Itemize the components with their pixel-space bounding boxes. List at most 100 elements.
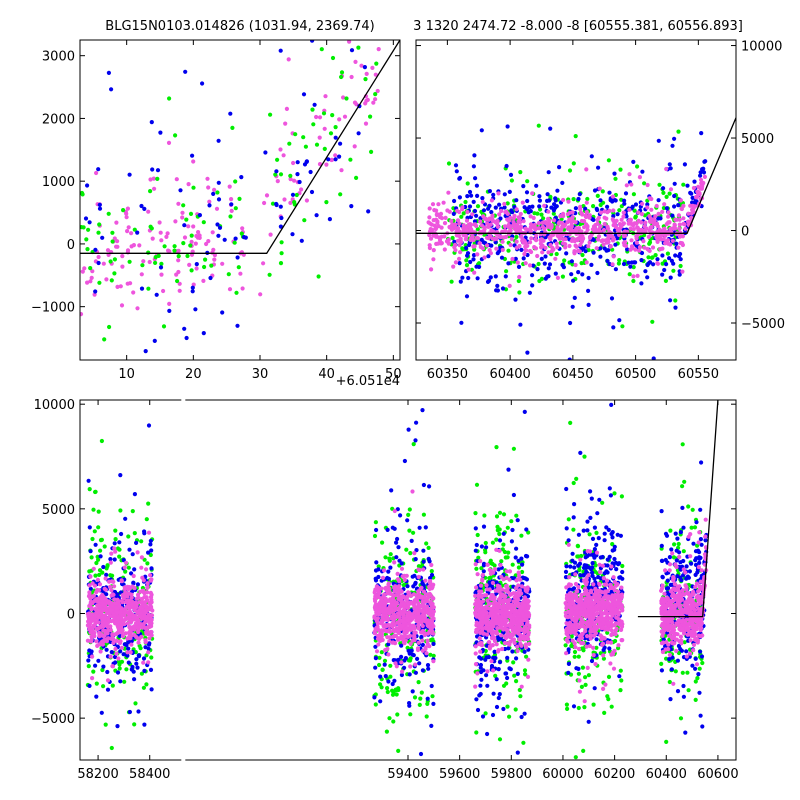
data-point-green [185, 253, 190, 259]
data-point-blue [502, 192, 507, 197]
data-point-pink [528, 214, 533, 219]
data-point-pink [506, 224, 511, 229]
data-point-blue [659, 509, 664, 514]
data-point-pink [143, 617, 148, 623]
data-point-blue [513, 256, 518, 261]
data-point-blue [535, 267, 540, 272]
data-point-blue [420, 668, 425, 673]
data-point-green [505, 201, 510, 206]
data-point-blue [510, 527, 515, 533]
data-point-blue [112, 557, 117, 562]
data-point-pink [214, 206, 220, 211]
data-point-blue [118, 473, 123, 478]
data-point-green [112, 257, 117, 262]
data-point-pink [663, 233, 668, 238]
data-point-blue [471, 253, 477, 258]
data-point-pink [487, 248, 492, 253]
data-point-blue [586, 719, 591, 724]
data-point-pink [378, 638, 383, 644]
data-point-blue [402, 665, 407, 670]
data-point-blue [481, 563, 486, 568]
y-tick-label: 2000 [42, 112, 75, 127]
data-point-green [408, 656, 413, 661]
data-point-green [582, 454, 587, 459]
data-point-pink [135, 592, 141, 598]
data-point-pink [119, 303, 125, 308]
data-point-blue [139, 286, 145, 291]
data-point-pink [453, 260, 458, 265]
data-point-pink [463, 237, 468, 242]
data-point-pink [89, 275, 94, 280]
data-point-blue [399, 654, 404, 660]
data-point-pink [240, 226, 245, 231]
data-point-blue [421, 559, 426, 564]
data-point-blue [525, 554, 530, 559]
data-point-blue [130, 552, 135, 557]
data-point-blue [572, 502, 577, 507]
data-point-pink [442, 221, 448, 226]
data-point-pink [105, 678, 111, 683]
data-point-pink [591, 224, 597, 229]
data-point-blue [486, 206, 491, 211]
data-point-pink [438, 211, 444, 216]
data-point-green [518, 694, 523, 699]
data-point-blue [425, 663, 431, 668]
data-point-pink [664, 166, 669, 172]
data-point-blue [690, 663, 695, 668]
data-point-pink [652, 218, 657, 223]
data-point-green [563, 643, 568, 648]
data-point-pink [698, 177, 704, 182]
data-point-green [303, 144, 308, 149]
data-point-blue [685, 183, 690, 188]
data-point-blue [373, 665, 378, 670]
data-point-pink [507, 218, 512, 223]
data-point-green [202, 264, 207, 270]
data-point-blue [675, 536, 680, 541]
data-point-green [80, 192, 85, 197]
data-point-blue [497, 692, 502, 697]
data-point-green [130, 509, 135, 514]
data-point-blue [427, 559, 432, 564]
panel-top-right-marks [416, 117, 736, 360]
data-point-blue [117, 633, 122, 639]
data-point-pink [497, 212, 502, 217]
data-point-blue [597, 497, 602, 502]
data-point-blue [503, 274, 508, 279]
data-point-blue [426, 666, 431, 671]
data-point-pink [611, 254, 616, 259]
data-point-green [372, 533, 378, 539]
data-point-blue [614, 567, 619, 572]
data-point-green [148, 552, 153, 558]
data-point-pink [560, 221, 565, 226]
data-point-pink [536, 221, 542, 226]
data-point-green [103, 722, 108, 727]
data-point-pink [115, 239, 120, 244]
data-point-green [338, 192, 343, 197]
data-point-blue [672, 193, 677, 199]
data-point-green [404, 547, 409, 552]
data-point-green [428, 652, 433, 657]
data-point-green [236, 265, 241, 270]
data-point-blue [414, 548, 419, 553]
data-point-pink [127, 625, 133, 630]
data-point-pink [523, 241, 528, 246]
data-point-green [382, 658, 388, 663]
data-point-pink [186, 224, 191, 229]
data-point-pink [114, 619, 119, 624]
data-point-pink [535, 253, 540, 259]
data-point-blue [547, 262, 553, 267]
data-point-blue [522, 711, 527, 716]
data-point-green [497, 527, 502, 532]
data-point-green [573, 134, 578, 139]
data-point-blue [484, 545, 489, 550]
data-point-pink [542, 220, 547, 225]
data-point-green [110, 230, 115, 235]
data-point-green [431, 653, 436, 658]
data-point-blue [680, 505, 685, 510]
data-point-blue [605, 563, 610, 568]
data-point-pink [427, 206, 432, 211]
data-point-pink [180, 210, 185, 215]
data-point-pink [437, 237, 443, 243]
data-point-green [348, 157, 353, 162]
